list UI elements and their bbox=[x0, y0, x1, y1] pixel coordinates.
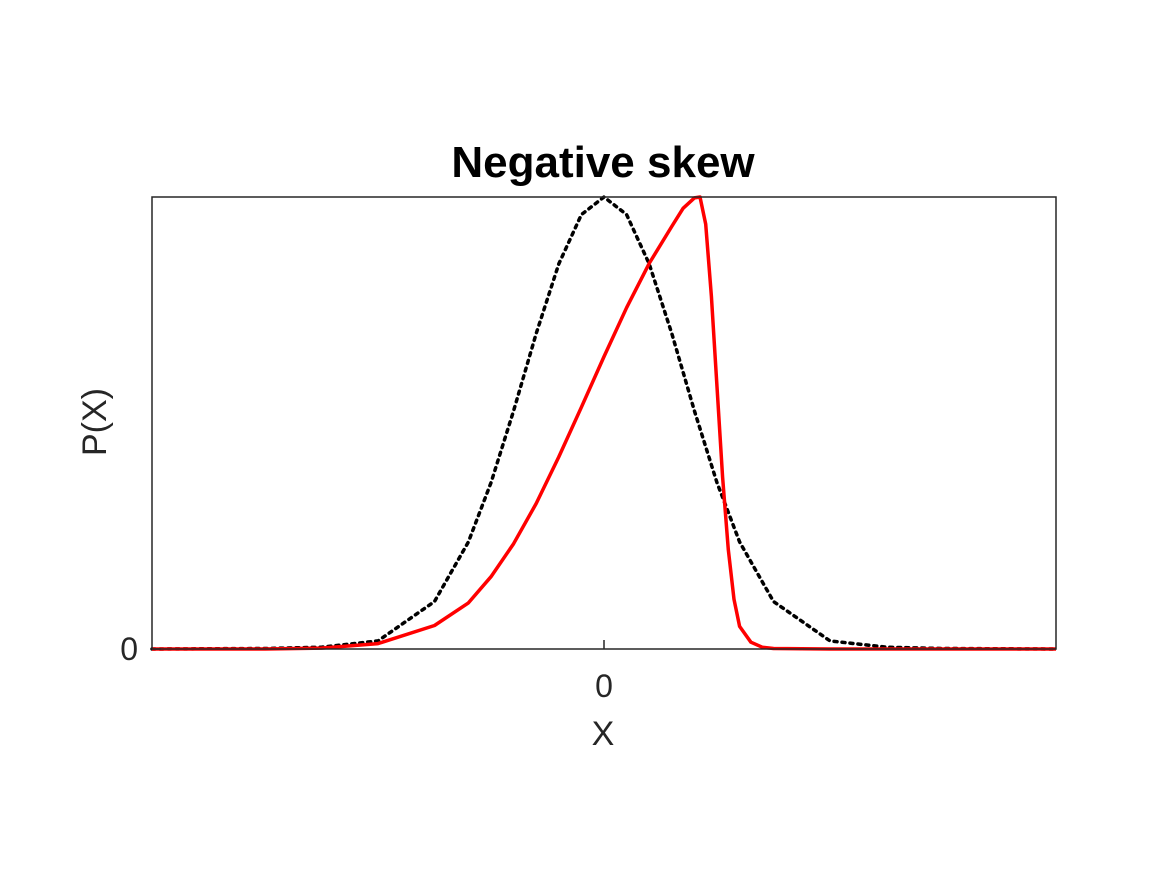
chart-title: Negative skew bbox=[451, 138, 755, 187]
plot-frame bbox=[151, 196, 1057, 650]
y-tick-label: 0 bbox=[120, 631, 138, 667]
ticks: 00 bbox=[120, 631, 613, 704]
y-axis-label: P(X) bbox=[76, 388, 114, 456]
dotted-series-line-0 bbox=[150, 195, 1058, 651]
solid-series-line-1 bbox=[152, 195, 1056, 651]
x-axis-label: X bbox=[592, 715, 615, 753]
x-tick-label: 0 bbox=[595, 668, 613, 704]
plot-series bbox=[150, 195, 1058, 651]
